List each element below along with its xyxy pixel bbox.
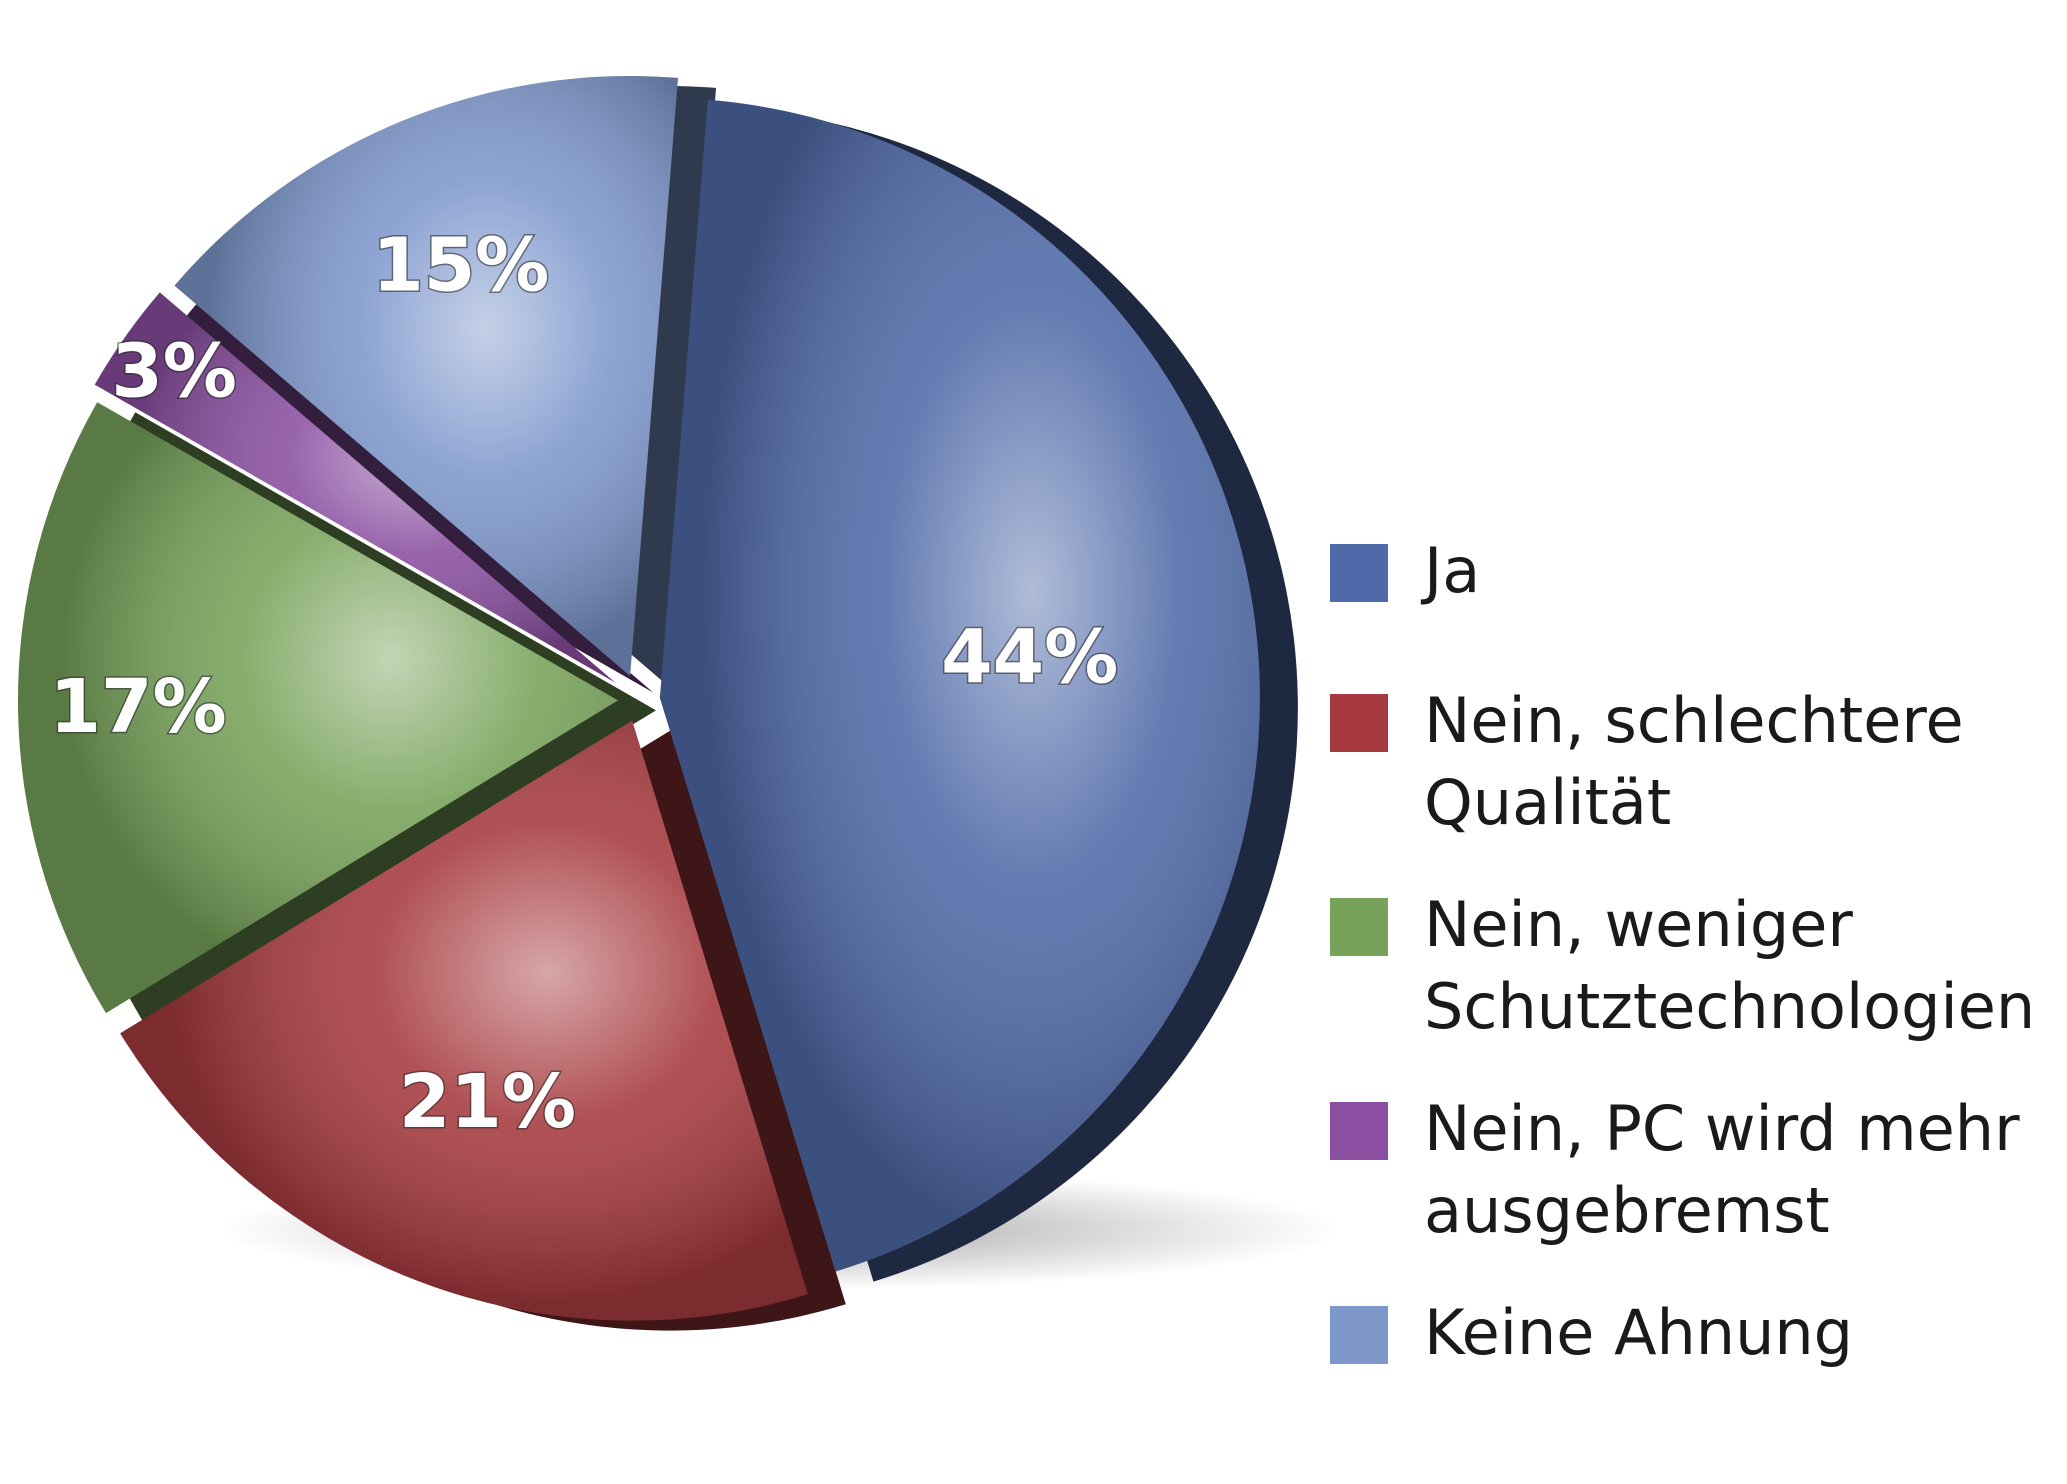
pie-value-label-keine-ahnung: 15% — [372, 223, 549, 309]
legend-label-keine-ahnung: Keine Ahnung — [1424, 1296, 1854, 1369]
pie-slice-highlight-weniger-schutztechnologien — [18, 402, 619, 1014]
legend-label-schlechtere-qualitaet: Nein, schlechtere Qualität — [1424, 684, 1964, 839]
pie-slice-layer — [18, 75, 1260, 1321]
legend-swatch-keine-ahnung — [1330, 1306, 1388, 1364]
pie-slice-highlight-schlechtere-qualitaet — [120, 720, 808, 1321]
legend-item-ja: Ja — [1330, 530, 2050, 612]
legend-swatch-pc-ausgebremst — [1330, 1102, 1388, 1160]
pie-value-label-schlechtere-qualitaet: 21% — [399, 1059, 576, 1145]
pie-label-layer: 44% 21% 17% 3% 15% — [48, 221, 1120, 1147]
legend-label-weniger-schutztechnologien: Nein, weniger Schutztechnologien — [1424, 888, 2036, 1043]
legend-swatch-ja — [1330, 544, 1388, 602]
legend-item-schlechtere-qualitaet: Nein, schlechtere Qualität — [1330, 680, 2050, 844]
legend: Ja Nein, schlechtere Qualität Nein, weni… — [1330, 530, 2050, 1442]
legend-item-pc-ausgebremst: Nein, PC wird mehr ausgebremst — [1330, 1088, 2050, 1252]
pie-slice-highlight-pc-ausgebremst — [94, 292, 616, 683]
legend-label-ja: Ja — [1424, 534, 1481, 607]
pie-slice-highlight-keine-ahnung — [174, 75, 679, 676]
legend-swatch-weniger-schutztechnologien — [1330, 898, 1388, 956]
legend-label-pc-ausgebremst: Nein, PC wird mehr ausgebremst — [1424, 1092, 2020, 1247]
legend-item-keine-ahnung: Keine Ahnung — [1330, 1292, 2050, 1374]
pie-slice-highlight-ja — [659, 99, 1260, 1272]
pie-value-label-pc-ausgebremst: 3% — [111, 329, 237, 415]
legend-swatch-schlechtere-qualitaet — [1330, 694, 1388, 752]
legend-item-weniger-schutztechnologien: Nein, weniger Schutztechnologien — [1330, 884, 2050, 1048]
pie-value-label-weniger-schutztechnologien: 17% — [49, 664, 226, 750]
pie-value-label-ja: 44% — [941, 615, 1118, 701]
